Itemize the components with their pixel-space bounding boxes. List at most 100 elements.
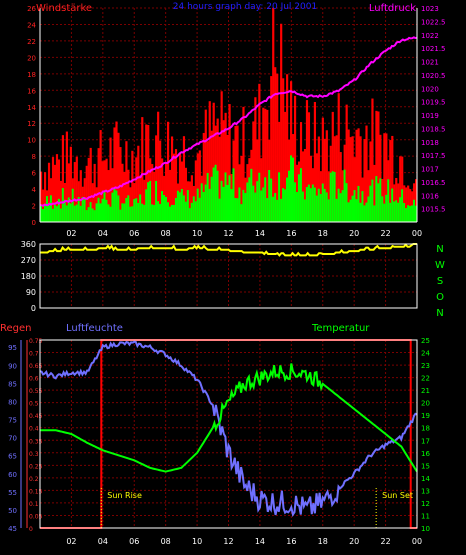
wind-bar [232, 168, 235, 222]
gust-bar [115, 121, 118, 222]
gust-bar [391, 135, 394, 222]
gust-bar [313, 101, 317, 222]
gust-bar [315, 153, 318, 222]
gust-bar [303, 148, 307, 222]
gust-bar [65, 131, 68, 222]
regen-tick-label: 0.2 [29, 476, 39, 483]
wind-bar [291, 157, 295, 222]
gust-bar [351, 136, 354, 222]
wind-bar [391, 188, 394, 222]
gust-bar [252, 121, 255, 222]
wind-bar [337, 188, 340, 222]
x-tick-label: 10 [192, 537, 202, 546]
right-tick-label: 1018 [421, 139, 439, 147]
gust-bar [168, 169, 172, 222]
gust-bar [59, 180, 63, 222]
gust-bar [373, 164, 376, 222]
left-axis-title: Windstärke [36, 3, 92, 14]
compass-label: W [435, 260, 445, 271]
wind-bar [266, 198, 269, 222]
wind-bar [389, 202, 392, 222]
wind-bar [345, 183, 348, 222]
gust-bar [224, 112, 227, 222]
x-tick-label: 14 [255, 537, 265, 546]
wind-bar [399, 197, 402, 222]
gust-bar [256, 139, 259, 222]
wind-bar [248, 177, 251, 222]
compass-label: N [436, 244, 443, 255]
wind-bar [359, 202, 362, 222]
wind-bar [153, 204, 156, 222]
wind-bar [286, 177, 289, 222]
feuchte-tick-label: 65 [8, 453, 17, 461]
wind-bar [230, 189, 233, 222]
gust-bar [73, 162, 76, 222]
x-tick-label: 14 [255, 229, 265, 238]
wind-bar [385, 194, 388, 222]
gust-bar [178, 152, 182, 222]
gust-bar [51, 157, 55, 222]
x-tick-label: 12 [223, 537, 233, 546]
x-tick-label: 06 [129, 229, 139, 238]
regen-tick-label: 0.25 [29, 463, 43, 470]
wind-bar [250, 168, 253, 222]
x-tick-label: 22 [380, 229, 390, 238]
annotation-label: Sun Rise [107, 491, 142, 500]
gust-bar [353, 157, 356, 222]
wind-bar [293, 182, 297, 222]
right-tick-label: 1021 [421, 59, 439, 67]
wind-bar [137, 202, 140, 222]
x-tick-label: 04 [98, 229, 108, 238]
wind-bar [240, 204, 243, 222]
compass-label: N [436, 308, 443, 319]
gust-bar [325, 130, 328, 222]
wind-bar [198, 197, 201, 222]
wind-bar [397, 202, 400, 222]
x-tick-label: 08 [161, 229, 171, 238]
wind-bar [129, 206, 132, 222]
feuchte-line [39, 340, 418, 517]
wind-bar [355, 199, 358, 222]
regen-tick-label: 0.7 [29, 351, 39, 358]
gust-bar [282, 78, 285, 223]
wind-bar [53, 204, 57, 222]
wind-bar [395, 200, 398, 222]
wind-bar [274, 192, 277, 222]
wind-bar [141, 203, 144, 222]
gust-bar [290, 81, 293, 222]
wind-bar [234, 198, 237, 222]
temp-line [40, 363, 418, 473]
gust-bar [323, 138, 326, 222]
gust-bar [399, 156, 402, 222]
gust-bar [260, 158, 263, 222]
gust-bar [327, 171, 330, 222]
wind-bar [381, 196, 384, 222]
gust-bar [242, 106, 245, 222]
wind-bar [172, 204, 176, 222]
wind-bar [204, 184, 207, 222]
temp-tick-label: 22 [421, 375, 430, 383]
wind-bar [168, 206, 172, 222]
gust-bar [155, 135, 158, 222]
wind-bar [363, 205, 366, 222]
wind-bar [256, 181, 259, 222]
wind-bar [117, 195, 120, 222]
wind-bar [311, 184, 315, 222]
gust-bar [184, 167, 188, 222]
wind-bar [413, 199, 416, 222]
temp-tick-label: 11 [421, 512, 430, 520]
wind-bar [93, 210, 96, 222]
gust-bar [89, 147, 92, 222]
gust-bar [141, 117, 144, 222]
gust-bar [87, 157, 90, 222]
wind-bar [264, 177, 267, 222]
wind-bar [270, 178, 273, 222]
x-tick-label: 20 [349, 537, 359, 546]
direction-line [40, 243, 417, 257]
regen-tick-label: 0.05 [29, 513, 43, 520]
wind-bar [143, 204, 146, 222]
wind-bar [353, 190, 356, 222]
